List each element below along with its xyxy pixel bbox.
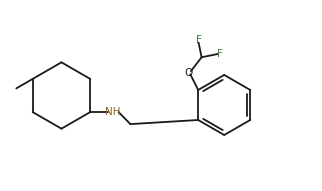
Text: F: F: [217, 49, 223, 59]
Text: F: F: [196, 35, 202, 45]
Text: NH: NH: [105, 107, 121, 117]
Text: O: O: [184, 68, 193, 78]
